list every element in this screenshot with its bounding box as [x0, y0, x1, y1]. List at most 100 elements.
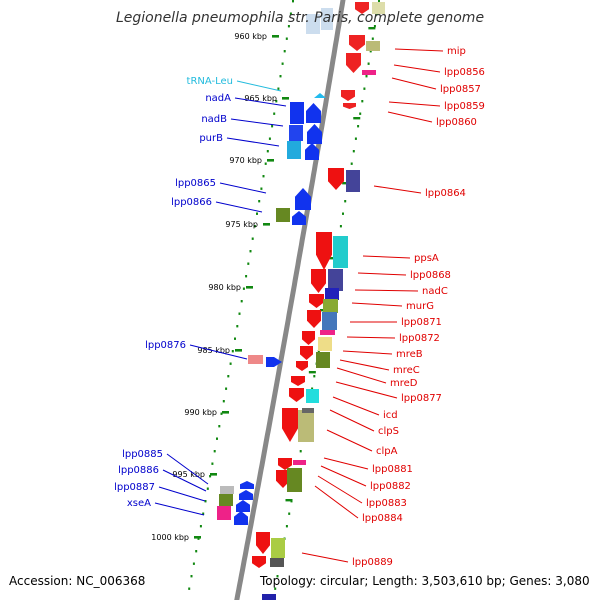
track-dot: [311, 387, 314, 390]
track-dot: [227, 375, 230, 378]
cds-shade-box: [217, 506, 231, 520]
gene-label-lpp0881: lpp0881: [372, 464, 413, 475]
gene-arrow: [291, 376, 305, 386]
gene-label-mip: mip: [447, 46, 466, 57]
track-dot: [344, 200, 347, 203]
track-dot: [231, 350, 234, 353]
track-dot: [266, 150, 269, 153]
cds-shade-box: [293, 460, 306, 465]
cds-shade-box: [318, 337, 332, 351]
track-dot: [378, 0, 380, 3]
leader-line: [301, 552, 349, 563]
track-dot: [262, 175, 265, 178]
gene-arrow: [311, 269, 326, 293]
leader-line: [346, 336, 396, 339]
scale-tick: [263, 223, 270, 226]
gene-label-lpp0866: lpp0866: [171, 197, 212, 208]
scale-tick: [222, 411, 229, 414]
gene-label-lpp0885: lpp0885: [122, 449, 163, 460]
minor-tick: [353, 117, 361, 120]
gene-arrow: [292, 211, 306, 225]
leader-line: [317, 475, 363, 504]
cds-shade-box: [298, 410, 314, 442]
leader-line: [357, 272, 407, 276]
cds-shade-box: [270, 558, 284, 567]
gene-label-mreb: mreB: [396, 349, 423, 360]
track-dot: [236, 325, 239, 328]
gene-label-lpp0877: lpp0877: [401, 393, 442, 404]
track-dot: [285, 37, 288, 40]
scale-tick-label: 995 kbp: [172, 470, 205, 479]
track-dot: [361, 100, 364, 103]
minor-tick: [329, 257, 337, 260]
track-dot: [197, 537, 200, 540]
cds-shade-box: [219, 494, 233, 506]
gene-arrow: [300, 346, 313, 360]
track-dot: [211, 462, 214, 465]
track-dot: [222, 400, 225, 403]
track-dot: [240, 300, 243, 303]
track-dot: [192, 562, 195, 565]
scale-tick-label: 990 kbp: [184, 408, 217, 417]
cds-shade-box: [366, 41, 380, 51]
scale-tick: [246, 286, 253, 289]
track-dot: [342, 212, 344, 215]
gene-label-lpp0883: lpp0883: [366, 498, 407, 509]
scale-tick: [194, 536, 201, 539]
track-dot: [216, 437, 218, 440]
gene-arrow: [309, 294, 324, 308]
minor-tick: [342, 182, 350, 185]
cds-shade-box: [248, 355, 263, 364]
leader-line: [335, 381, 398, 399]
gene-arrow: [328, 168, 344, 190]
gene-arrow: [276, 470, 290, 488]
track-dot: [225, 387, 228, 390]
track-dot: [273, 112, 276, 115]
gene-arrow: [289, 388, 304, 402]
cds-shade-box: [323, 299, 338, 313]
leader-line: [215, 201, 263, 213]
gene-label-lpp0882: lpp0882: [370, 481, 411, 492]
leader-line: [236, 80, 282, 92]
map-title: Legionella pneumophila str. Paris, compl…: [115, 10, 485, 26]
gene-label-murg: murG: [406, 301, 434, 312]
leader-line: [332, 396, 380, 416]
gene-arrow: [252, 556, 266, 568]
leader-line: [320, 465, 367, 487]
genome-summary-text: Topology: circular; Length: 3,503,610 bp…: [260, 574, 590, 588]
gene-label-ppsa: ppsA: [414, 253, 439, 264]
leader-line: [226, 137, 280, 147]
gene-label-trna-leu: tRNA-Leu: [187, 76, 233, 87]
track-dot: [288, 512, 291, 515]
cds-shade-box: [320, 330, 335, 335]
cds-shade-box: [276, 208, 290, 222]
scale-tick-label: 980 kbp: [208, 283, 241, 292]
cds-shade-box: [328, 269, 343, 291]
track-dot: [317, 350, 320, 353]
gene-arrow: [307, 124, 322, 144]
leader-line: [189, 344, 248, 360]
gene-label-lpp0868: lpp0868: [410, 270, 451, 281]
leader-line: [314, 485, 359, 519]
minor-tick: [308, 371, 316, 374]
track-dot: [256, 212, 258, 215]
gene-arrow: [341, 90, 355, 101]
track-dot: [242, 287, 245, 290]
gene-label-clpa: clpA: [376, 446, 398, 457]
track-dot: [365, 75, 368, 78]
minor-tick: [368, 27, 376, 30]
leader-line: [158, 486, 206, 502]
leader-line: [154, 502, 205, 516]
gene-arrow: [302, 331, 315, 345]
track-dot: [253, 225, 256, 228]
scale-tick-label: 1000 kbp: [151, 533, 189, 542]
track-dot: [209, 475, 212, 478]
gene-arrow: [346, 53, 361, 73]
track-dot: [363, 87, 366, 90]
cds-shade-box: [290, 102, 304, 124]
track-dot: [373, 25, 376, 28]
track-dot: [249, 250, 252, 253]
leader-line: [394, 48, 444, 52]
track-dot: [251, 237, 254, 240]
scale-tick-label: 975 kbp: [225, 220, 258, 229]
